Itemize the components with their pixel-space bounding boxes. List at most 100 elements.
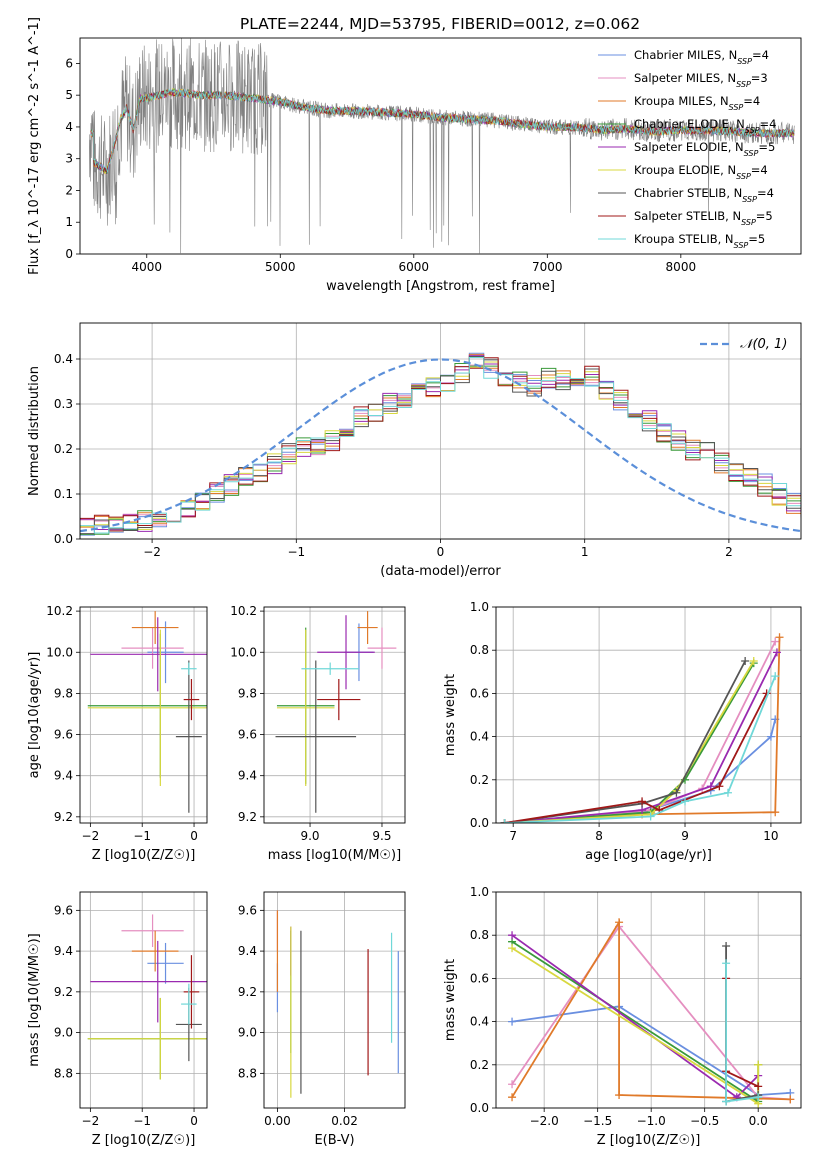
weight-line <box>504 651 778 823</box>
x-axis-label: age [log10(age/yr)] <box>585 848 712 863</box>
tick-label-y: 0.4 <box>470 730 489 744</box>
tick-label-y: 2 <box>65 183 73 197</box>
weight-line <box>511 919 791 1101</box>
weight-vs-z-panel: −2.0 −1.5 −1.0 −0.5 0.0 0.0 0.2 0.4 0.6 0.8 1.0 Z [… <box>443 885 802 1148</box>
axes-frame <box>79 37 802 255</box>
tick-label-x: −2.0 <box>530 1114 559 1128</box>
tick-label-x: 9 <box>681 829 689 843</box>
legend-entry: Chabrier ELODIE, NSSP=4 <box>634 117 776 135</box>
legend-entry: Salpeter STELIB, NSSP=5 <box>634 209 773 227</box>
weight-marker <box>749 657 758 665</box>
weight-marker <box>508 1093 517 1102</box>
tick-label-x: 8000 <box>666 260 697 274</box>
tick-label-x: 8 <box>595 829 603 843</box>
weight-marker <box>754 1060 763 1069</box>
tick-label-y: 9.0 <box>238 1026 257 1040</box>
tick-label-x: 0 <box>190 1114 198 1128</box>
tick-label-y: 0.2 <box>470 773 489 787</box>
tick-label-y: 9.2 <box>238 810 257 824</box>
gaussian-curve <box>80 358 801 533</box>
weight-marker <box>772 648 781 657</box>
weight-marker <box>723 788 732 797</box>
weight-marker <box>615 1091 624 1100</box>
tick-label-x: 0.00 <box>264 1114 291 1128</box>
x-axis-label: E(B-V) <box>314 1133 354 1148</box>
legend-entry: Chabrier STELIB, NSSP=4 <box>634 186 774 204</box>
weight-marker <box>508 1017 517 1026</box>
age-vs-z-panel: −2 −1 0 9.2 9.4 9.6 9.8 10.0 10.2 Z [log10(Z/Z☉)]… <box>27 604 208 863</box>
axes-frame <box>495 891 802 1109</box>
age-vs-mass-panel-plot-area <box>275 611 397 813</box>
tick-label-y: 9.4 <box>54 769 73 783</box>
mass-vs-ebv-panel-plot-area <box>276 910 399 1098</box>
y-axis-label: Normed distribution <box>27 366 42 496</box>
histogram-series <box>80 357 801 527</box>
legend-entry: Kroupa STELIB, NSSP=5 <box>634 232 765 250</box>
tick-label-y: 9.8 <box>238 686 257 700</box>
mass-vs-z-panel-plot-area <box>87 914 207 1080</box>
weight-vs-age-panel: 7 8 9 10 0.0 0.2 0.4 0.6 0.8 1.0 age [log10(age/yr… <box>443 600 802 863</box>
tick-label-y: 0.4 <box>54 352 73 366</box>
weight-line <box>504 660 755 823</box>
weight-marker <box>500 819 509 823</box>
tick-label-x: 0 <box>437 545 445 559</box>
weight-marker <box>672 788 681 797</box>
tick-label-y: 0.2 <box>470 1058 489 1072</box>
tick-label-y: 1.0 <box>470 885 489 899</box>
tick-label-y: 0.0 <box>470 816 489 830</box>
weight-marker <box>508 931 517 940</box>
tick-label-y: 0.0 <box>470 1101 489 1115</box>
y-axis-label: Flux [f_λ 10^-17 erg cm^-2 s^-1 A^-1] <box>27 17 42 275</box>
weight-line <box>725 978 759 1088</box>
legend-entry: Chabrier MILES, NSSP=4 <box>634 48 769 66</box>
tick-label-y: 0.6 <box>470 686 489 700</box>
weight-line <box>511 1005 791 1096</box>
x-axis-label: Z [log10(Z/Z☉)] <box>92 848 196 863</box>
tick-label-y: 6 <box>65 56 73 70</box>
weight-line <box>504 662 755 823</box>
tick-label-y: 9.6 <box>238 903 257 917</box>
tick-label-y: 9.0 <box>54 1026 73 1040</box>
tick-label-y: 0.1 <box>54 487 73 501</box>
tick-label-x: 9.5 <box>372 829 391 843</box>
axes-frame <box>263 891 406 1109</box>
tick-label-x: 0 <box>190 829 198 843</box>
axes-frame <box>79 606 208 824</box>
legend-entry: Kroupa ELODIE, NSSP=4 <box>634 163 768 181</box>
weight-marker <box>508 944 517 953</box>
tick-label-y: 4 <box>65 120 73 134</box>
tick-label-y: 9.2 <box>54 810 73 824</box>
weight-marker <box>771 808 780 817</box>
tick-label-x: −2 <box>82 1114 100 1128</box>
tick-label-x: 0.02 <box>331 1114 358 1128</box>
weight-marker <box>508 1080 517 1089</box>
tick-label-x: −1 <box>287 545 305 559</box>
histogram-series <box>80 357 801 534</box>
tick-label-y: 8.8 <box>54 1066 73 1080</box>
tick-label-y: 0.4 <box>470 1015 489 1029</box>
tick-label-x: 1 <box>581 545 589 559</box>
axes-frame <box>79 891 208 1109</box>
weight-marker <box>646 812 655 821</box>
legend-entry: Kroupa MILES, NSSP=4 <box>634 94 760 112</box>
tick-label-y: 9.6 <box>54 903 73 917</box>
observed-spectrum <box>89 38 795 254</box>
y-axis-label: mass weight <box>443 674 458 756</box>
gaussian-legend-label: 𝒩(0, 1) <box>740 337 787 352</box>
tick-label-y: 10.2 <box>230 604 257 618</box>
legend: Chabrier MILES, NSSP=4 Salpeter MILES, NS… <box>598 48 776 250</box>
tick-label-x: −1 <box>133 829 151 843</box>
tick-label-y: 10.0 <box>46 645 73 659</box>
weight-marker <box>775 633 784 642</box>
tick-label-x: 7000 <box>532 260 563 274</box>
tick-label-y: 10.0 <box>230 645 257 659</box>
tick-label-y: 9.2 <box>54 985 73 999</box>
tick-label-y: 5 <box>65 88 73 102</box>
weight-marker <box>771 672 780 681</box>
x-axis-label: mass [log10(M/M☉)] <box>268 848 401 863</box>
weight-vs-age-panel-plot-area <box>500 633 784 823</box>
x-axis-label: wavelength [Angstrom, rest frame] <box>326 279 555 294</box>
tick-label-x: −1 <box>133 1114 151 1128</box>
histogram-panel: −2 −1 0 1 2 0.0 0.1 0.2 0.3 0.4 (data-model)/error… <box>27 322 802 579</box>
tick-label-y: 10.2 <box>46 604 73 618</box>
